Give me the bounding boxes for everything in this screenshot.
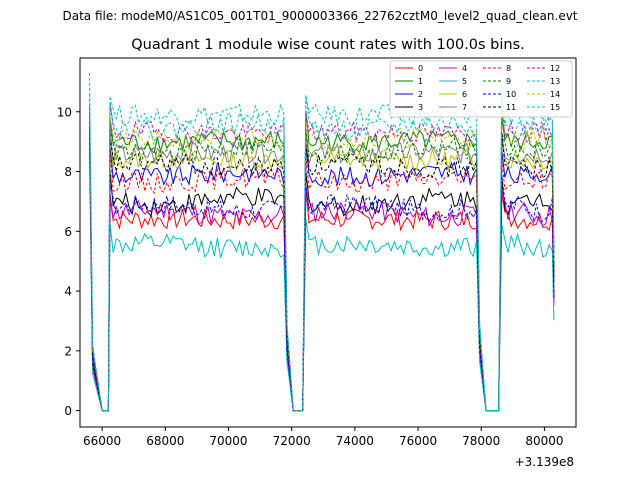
legend-label: 5 bbox=[462, 77, 467, 86]
legend-label: 9 bbox=[506, 77, 511, 86]
legend-label: 0 bbox=[418, 64, 423, 73]
series-line-15 bbox=[89, 93, 555, 412]
legend-label: 12 bbox=[550, 64, 560, 73]
x-tick-label: 68000 bbox=[146, 434, 184, 448]
legend-label: 8 bbox=[506, 64, 511, 73]
series-line-4 bbox=[89, 135, 555, 412]
chart-title: Quadrant 1 module wise count rates with … bbox=[131, 37, 525, 53]
series-layer bbox=[89, 72, 555, 412]
legend-label: 14 bbox=[550, 90, 560, 99]
legend-label: 13 bbox=[550, 77, 560, 86]
y-tick-label: 6 bbox=[64, 225, 72, 239]
x-tick-label: 76000 bbox=[399, 434, 437, 448]
series-line-12 bbox=[89, 102, 555, 412]
y-tick-label: 8 bbox=[64, 165, 72, 179]
data-file-label: Data file: modeM0/AS1C05_001T01_90000033… bbox=[62, 9, 577, 23]
x-tick-label: 72000 bbox=[273, 434, 311, 448]
x-axis: 66000 68000 70000 72000 74000 76000 78000 80000 bbox=[83, 427, 564, 448]
x-tick-label: 70000 bbox=[209, 434, 247, 448]
y-tick-label: 10 bbox=[57, 105, 72, 119]
y-tick-label: 2 bbox=[64, 344, 72, 358]
legend-label: 3 bbox=[418, 103, 423, 112]
legend-label: 11 bbox=[506, 103, 516, 112]
plot-frame bbox=[79, 57, 577, 428]
x-offset-label: +3.139e8 bbox=[515, 455, 574, 469]
legend-label: 6 bbox=[462, 90, 467, 99]
y-tick-label: 0 bbox=[64, 404, 72, 418]
x-tick-label: 66000 bbox=[83, 434, 121, 448]
legend-box bbox=[389, 60, 573, 118]
series-line-9 bbox=[89, 111, 555, 412]
series-line-10 bbox=[89, 132, 555, 412]
legend-label: 1 bbox=[418, 77, 423, 86]
series-line-5 bbox=[89, 147, 555, 412]
y-axis: 0 2 4 6 8 10 bbox=[57, 105, 80, 418]
series-line-11 bbox=[89, 123, 555, 412]
legend-label: 15 bbox=[550, 103, 560, 112]
series-line-13 bbox=[89, 72, 555, 412]
legend-label: 2 bbox=[418, 90, 423, 99]
x-tick-label: 74000 bbox=[336, 434, 374, 448]
x-tick-label: 80000 bbox=[525, 434, 563, 448]
legend-label: 10 bbox=[506, 90, 516, 99]
legend-label: 4 bbox=[462, 64, 467, 73]
legend-label: 7 bbox=[462, 103, 467, 112]
y-tick-label: 4 bbox=[64, 285, 72, 299]
x-tick-label: 78000 bbox=[462, 434, 500, 448]
